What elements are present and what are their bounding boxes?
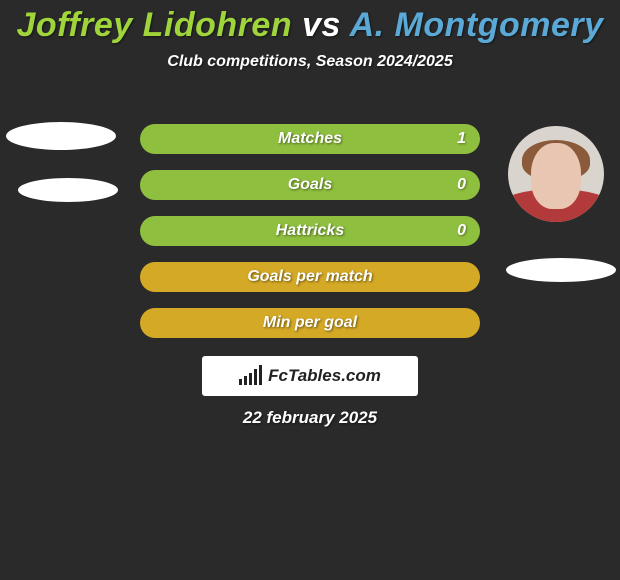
avatar-player2	[508, 126, 604, 222]
stat-bar-value-right: 0	[457, 170, 466, 200]
decorative-ellipse	[506, 258, 616, 282]
title-vs: vs	[302, 6, 341, 44]
subtitle: Club competitions, Season 2024/2025	[0, 53, 620, 71]
stat-bar-label: Matches	[278, 130, 342, 148]
decorative-ellipse	[18, 178, 118, 202]
stat-bar: Goals 0	[140, 170, 480, 200]
title-player2: A. Montgomery	[350, 6, 604, 44]
decorative-ellipse	[6, 122, 116, 150]
stat-bar-label: Hattricks	[276, 222, 344, 240]
stat-bar-label: Goals per match	[247, 268, 372, 286]
title-player1: Joffrey Lidohren	[16, 6, 292, 44]
fctables-logo: FcTables.com	[202, 356, 418, 396]
stat-bar-value-right: 1	[457, 124, 466, 154]
chart-icon	[239, 367, 262, 385]
stat-bar: Hattricks 0	[140, 216, 480, 246]
page-title: Joffrey Lidohren vs A. Montgomery	[0, 0, 620, 45]
logo-text: FcTables.com	[268, 366, 381, 386]
stat-bar: Min per goal	[140, 308, 480, 338]
stat-bar-value-right: 0	[457, 216, 466, 246]
date-label: 22 february 2025	[0, 408, 620, 428]
stat-bars: Matches 1 Goals 0 Hattricks 0 Goals per match M…	[140, 124, 480, 354]
avatar-face	[531, 143, 581, 209]
stat-bar-label: Min per goal	[263, 314, 357, 332]
stat-bar: Matches 1	[140, 124, 480, 154]
stat-bar-label: Goals	[288, 176, 332, 194]
stat-bar: Goals per match	[140, 262, 480, 292]
